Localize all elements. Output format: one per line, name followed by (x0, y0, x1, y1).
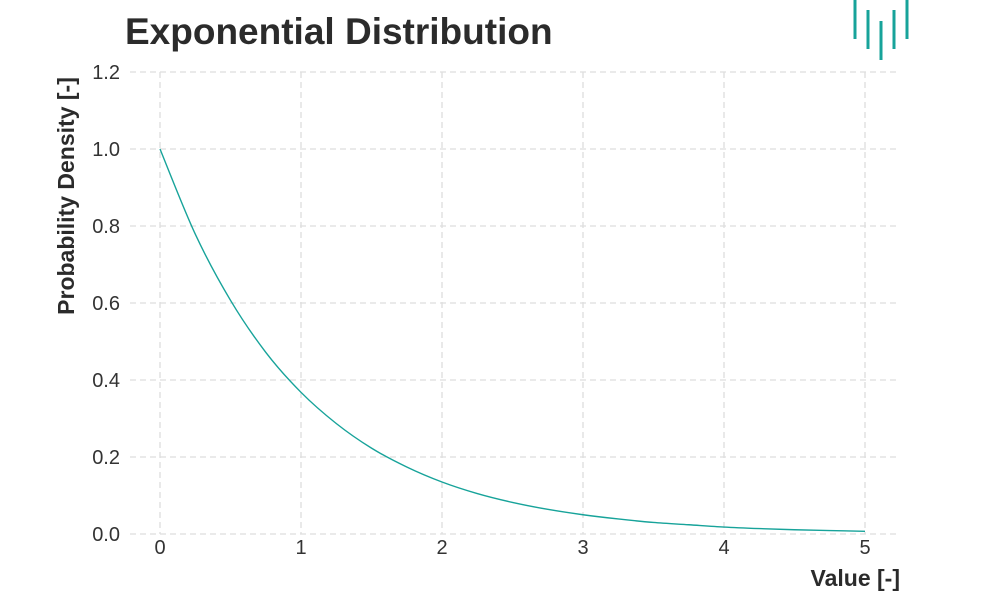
x-tick-label-3: 3 (577, 537, 588, 559)
y-tick-label-3: 0.6 (92, 293, 120, 315)
x-tick-labels: 0 1 2 3 4 5 (154, 537, 870, 559)
chart-title: Exponential Distribution (125, 11, 553, 52)
y-tick-label-0: 0.0 (92, 524, 120, 546)
y-axis-label: Probability Density [-] (53, 77, 79, 315)
y-tick-label-1: 0.2 (92, 447, 120, 469)
y-tick-labels: 0.0 0.2 0.4 0.6 0.8 1.0 1.2 (92, 62, 120, 546)
series-line-0 (159, 148, 866, 532)
y-tick-label-4: 0.8 (92, 216, 120, 238)
y-tick-label-6: 1.2 (92, 62, 120, 84)
bars-logo-icon (853, 0, 909, 60)
x-axis-label: Value [-] (811, 565, 900, 591)
y-tick-label-2: 0.4 (92, 370, 120, 392)
x-tick-label-4: 4 (718, 537, 729, 559)
x-tick-label-0: 0 (154, 537, 165, 559)
x-tick-label-2: 2 (436, 537, 447, 559)
x-tick-label-1: 1 (295, 537, 306, 559)
y-tick-label-5: 1.0 (92, 139, 120, 161)
series-lines (159, 148, 866, 532)
y-gridlines (130, 71, 898, 535)
x-tick-label-5: 5 (859, 537, 870, 559)
